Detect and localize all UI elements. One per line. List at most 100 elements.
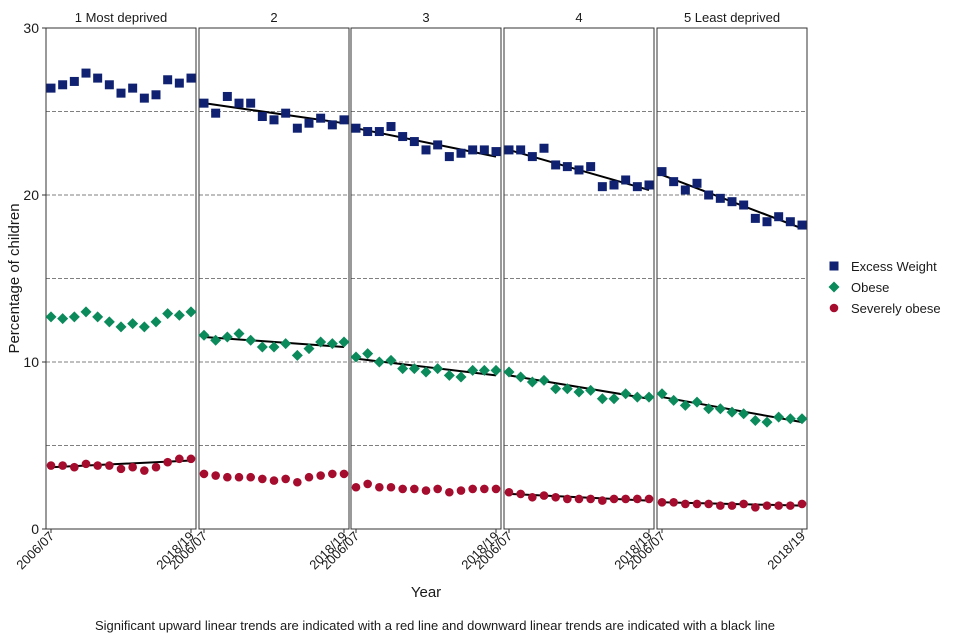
data-point: [373, 356, 385, 368]
data-point: [257, 112, 267, 122]
data-point: [528, 492, 537, 502]
data-point: [516, 145, 526, 155]
chart-caption: Significant upward linear trends are ind…: [95, 618, 775, 633]
data-point: [504, 487, 514, 497]
data-point: [46, 461, 56, 470]
data-point: [198, 329, 210, 341]
data-point: [269, 476, 279, 485]
data-point: [739, 499, 748, 509]
data-point: [280, 338, 292, 350]
data-point: [222, 91, 232, 101]
data-point: [539, 491, 549, 500]
data-point: [80, 306, 92, 318]
data-point: [211, 108, 221, 118]
data-point: [70, 462, 79, 472]
data-point: [691, 396, 703, 408]
data-point: [669, 177, 679, 187]
data-point: [679, 399, 691, 411]
data-point: [246, 98, 256, 108]
data-point: [223, 472, 232, 482]
data-point: [716, 501, 725, 510]
data-point: [408, 363, 420, 375]
data-point: [526, 376, 538, 388]
data-point: [291, 349, 303, 361]
data-point: [538, 374, 550, 386]
data-point: [93, 461, 102, 470]
legend-marker: [828, 281, 840, 293]
data-point: [127, 318, 139, 330]
data-point: [174, 78, 184, 88]
data-point: [704, 190, 714, 200]
data-point: [281, 474, 290, 484]
data-point: [797, 499, 807, 509]
data-point: [293, 477, 302, 487]
data-point: [784, 413, 796, 425]
data-point: [456, 148, 466, 158]
data-point: [597, 182, 607, 192]
data-point: [45, 311, 57, 323]
data-point: [386, 482, 396, 492]
x-tick-label: 2018/19: [764, 529, 808, 573]
data-point: [351, 123, 361, 133]
data-point: [774, 212, 784, 222]
data-point: [644, 494, 654, 504]
data-point: [245, 334, 257, 346]
data-point: [527, 152, 537, 162]
data-point: [762, 501, 772, 510]
data-point: [703, 403, 715, 415]
data-point: [256, 341, 268, 353]
data-point: [444, 152, 454, 162]
data-point: [362, 348, 374, 360]
data-point: [478, 364, 490, 376]
data-point: [234, 472, 244, 482]
data-point: [339, 469, 349, 479]
data-point: [150, 316, 162, 328]
data-point: [57, 313, 69, 325]
data-point: [633, 494, 642, 504]
data-point: [221, 331, 233, 343]
data-point: [516, 489, 525, 499]
data-point: [503, 366, 515, 378]
data-point: [115, 321, 127, 333]
data-point: [433, 140, 443, 150]
legend-label: Severely obese: [851, 301, 941, 316]
data-point: [620, 388, 632, 400]
panel-title: 3: [422, 10, 429, 25]
y-axis-label: Percentage of children: [6, 203, 23, 353]
data-point: [163, 457, 172, 467]
data-point: [621, 175, 631, 185]
data-point: [657, 497, 667, 507]
data-point: [715, 193, 725, 203]
data-point: [797, 220, 807, 230]
panel-title: 2: [270, 10, 277, 25]
data-point: [786, 501, 795, 510]
data-point: [668, 394, 680, 406]
data-point: [551, 160, 561, 170]
data-point: [421, 486, 431, 495]
data-point: [186, 73, 196, 83]
data-point: [643, 391, 655, 403]
data-point: [46, 83, 56, 93]
data-point: [138, 321, 150, 333]
data-point: [562, 162, 572, 172]
data-point: [751, 502, 760, 512]
data-point: [680, 185, 690, 195]
data-point: [104, 80, 114, 90]
legend-label: Obese: [851, 280, 889, 295]
data-point: [445, 487, 454, 497]
data-point: [631, 391, 643, 403]
data-point: [385, 354, 397, 366]
data-point: [692, 178, 702, 188]
data-point: [233, 328, 245, 340]
data-point: [397, 363, 409, 375]
data-point: [315, 336, 327, 348]
data-point: [350, 351, 362, 363]
data-point: [420, 366, 432, 378]
data-point: [467, 364, 479, 376]
data-point: [186, 454, 196, 464]
data-point: [339, 115, 349, 125]
